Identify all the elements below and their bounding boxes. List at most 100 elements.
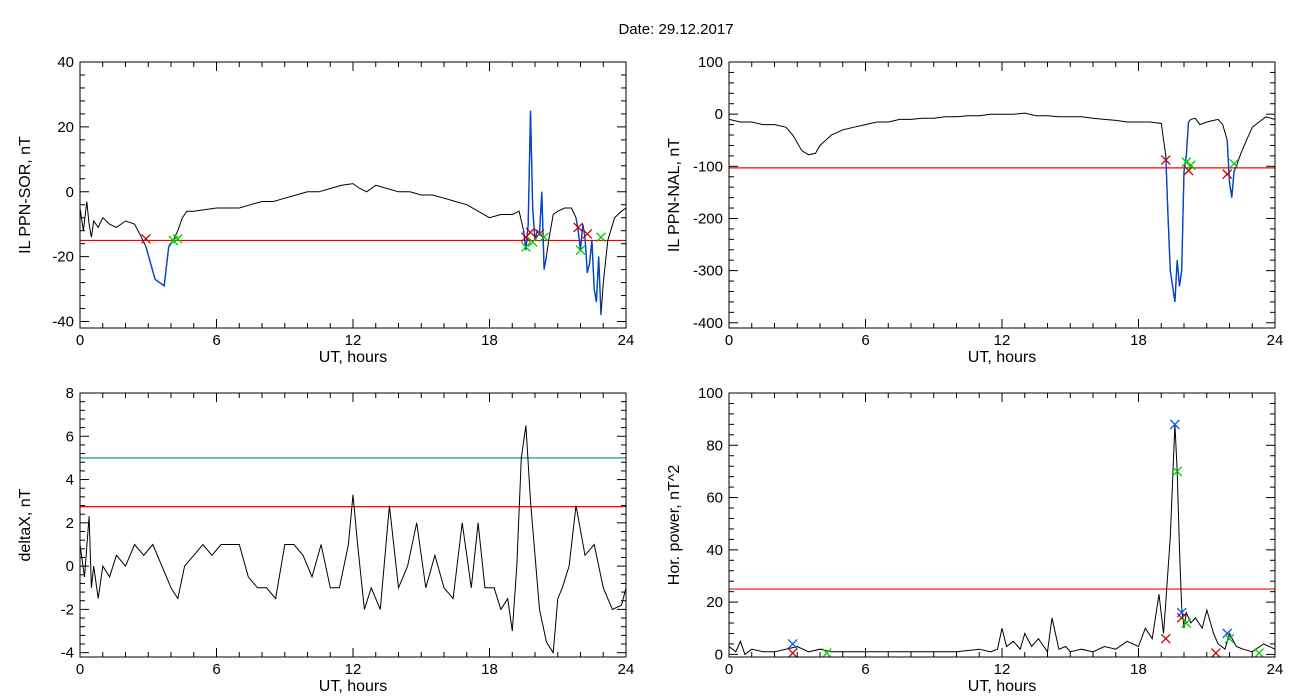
- series-highlight: [145, 239, 174, 288]
- marker-green: [1181, 157, 1192, 168]
- marker-green: [1229, 158, 1240, 169]
- y-axis-label: Hor. power, nT^2: [666, 465, 683, 586]
- panel-ppn-nal: 0 6 12 18 24 -400 -300 -200 -100 0 100 UT, hours IL …: [666, 54, 1283, 366]
- y-tick-label: 0: [715, 646, 723, 663]
- marker-green: [821, 648, 832, 657]
- x-tick-label: 6: [212, 661, 220, 678]
- marker-red: [787, 648, 798, 657]
- marker-red: [573, 222, 584, 233]
- y-tick-label: 0: [715, 106, 723, 123]
- marker-blue: [1222, 628, 1233, 639]
- marker-green: [1172, 466, 1183, 477]
- series-line: [729, 424, 1275, 656]
- marker-red: [1222, 169, 1233, 180]
- y-axis-label: deltaX, nT: [17, 488, 34, 561]
- y-tick-label: 40: [706, 542, 723, 559]
- marker-green: [539, 232, 550, 243]
- x-tick-label: 24: [1267, 332, 1284, 349]
- marker-green: [575, 245, 586, 256]
- marker-green: [527, 237, 538, 247]
- x-tick-label: 24: [618, 661, 635, 678]
- y-tick-label: -100: [693, 158, 723, 175]
- marker-green: [1185, 160, 1196, 171]
- y-axis-label: IL PPN-SOR, nT: [17, 136, 34, 254]
- x-tick-label: 0: [76, 332, 84, 349]
- y-tick-label: 100: [698, 54, 723, 71]
- y-tick-label: -200: [693, 210, 723, 227]
- marker-green: [172, 233, 183, 244]
- y-tick-label: 2: [66, 515, 74, 532]
- series-highlight: [1226, 140, 1237, 198]
- y-tick-label: 20: [706, 594, 723, 611]
- y-tick-label: 0: [66, 558, 74, 575]
- plot-area: [729, 112, 1275, 303]
- series-highlight: [1165, 121, 1190, 303]
- x-tick-label: 18: [481, 332, 498, 349]
- plot-area: [80, 110, 626, 316]
- y-tick-label: -40: [52, 314, 74, 331]
- x-tick-label: 18: [481, 661, 498, 678]
- marker-red: [525, 227, 536, 238]
- x-tick-label: 12: [345, 661, 362, 678]
- y-tick-label: -300: [693, 263, 723, 280]
- x-tick-label: 0: [725, 661, 733, 678]
- x-tick-label: 6: [861, 661, 869, 678]
- y-tick-label: -4: [61, 645, 74, 662]
- marker-red: [534, 228, 545, 239]
- y-tick-label: 60: [706, 490, 723, 507]
- marker-red: [1183, 165, 1194, 176]
- x-tick-label: 18: [1130, 332, 1147, 349]
- y-tick-label: -2: [61, 601, 74, 618]
- marker-green: [596, 232, 606, 243]
- y-tick-label: -400: [693, 315, 723, 332]
- marker-red: [582, 228, 593, 239]
- x-axis-label: UT, hours: [319, 678, 387, 695]
- plot-frame: [728, 61, 1276, 329]
- series-line: [729, 112, 1275, 302]
- marker-red: [1160, 633, 1171, 644]
- marker-red: [141, 233, 151, 244]
- x-tick-label: 12: [345, 332, 362, 349]
- y-axis-label: IL PPN-NAL, nT: [666, 138, 683, 252]
- marker-blue: [787, 638, 798, 649]
- plot-frame: [79, 61, 627, 329]
- marker-red: [1210, 648, 1221, 657]
- x-axis-label: UT, hours: [968, 678, 1036, 695]
- x-tick-label: 12: [994, 661, 1011, 678]
- y-tick-label: 0: [66, 184, 74, 201]
- y-tick-label: 100: [698, 385, 723, 402]
- y-tick-label: 4: [66, 472, 74, 489]
- x-axis-label: UT, hours: [968, 349, 1036, 366]
- y-tick-label: 20: [57, 119, 74, 136]
- plot-area: [80, 425, 626, 655]
- x-tick-label: 24: [618, 332, 635, 349]
- x-tick-label: 24: [1267, 661, 1284, 678]
- y-tick-label: 6: [66, 428, 74, 445]
- x-tick-label: 18: [1130, 661, 1147, 678]
- series-line: [80, 425, 626, 655]
- y-tick-label: 8: [66, 385, 74, 402]
- figure-title: Date: 29.12.2017: [618, 21, 733, 38]
- x-tick-label: 6: [212, 332, 220, 349]
- marker-green: [520, 241, 531, 252]
- marker-green: [1224, 633, 1235, 644]
- marker-green: [1181, 618, 1192, 628]
- x-tick-label: 12: [994, 332, 1011, 349]
- x-tick-label: 0: [76, 661, 84, 678]
- marker-blue: [1169, 419, 1180, 430]
- plot-frame: [728, 392, 1276, 658]
- marker-green: [1254, 648, 1265, 657]
- y-tick-label: 80: [706, 437, 723, 454]
- plot-area: [729, 419, 1275, 657]
- panel-hor-power: 0 6 12 18 24 0 20 40 60 80 100 UT, hours Hor. power,…: [666, 385, 1283, 695]
- y-tick-label: -20: [52, 249, 74, 266]
- plot-frame: [79, 392, 627, 658]
- marker-red: [1160, 155, 1171, 166]
- y-tick-label: 40: [57, 54, 74, 71]
- series-highlight: [575, 217, 602, 316]
- x-axis-label: UT, hours: [319, 349, 387, 366]
- x-tick-label: 0: [725, 332, 733, 349]
- x-tick-label: 6: [861, 332, 869, 349]
